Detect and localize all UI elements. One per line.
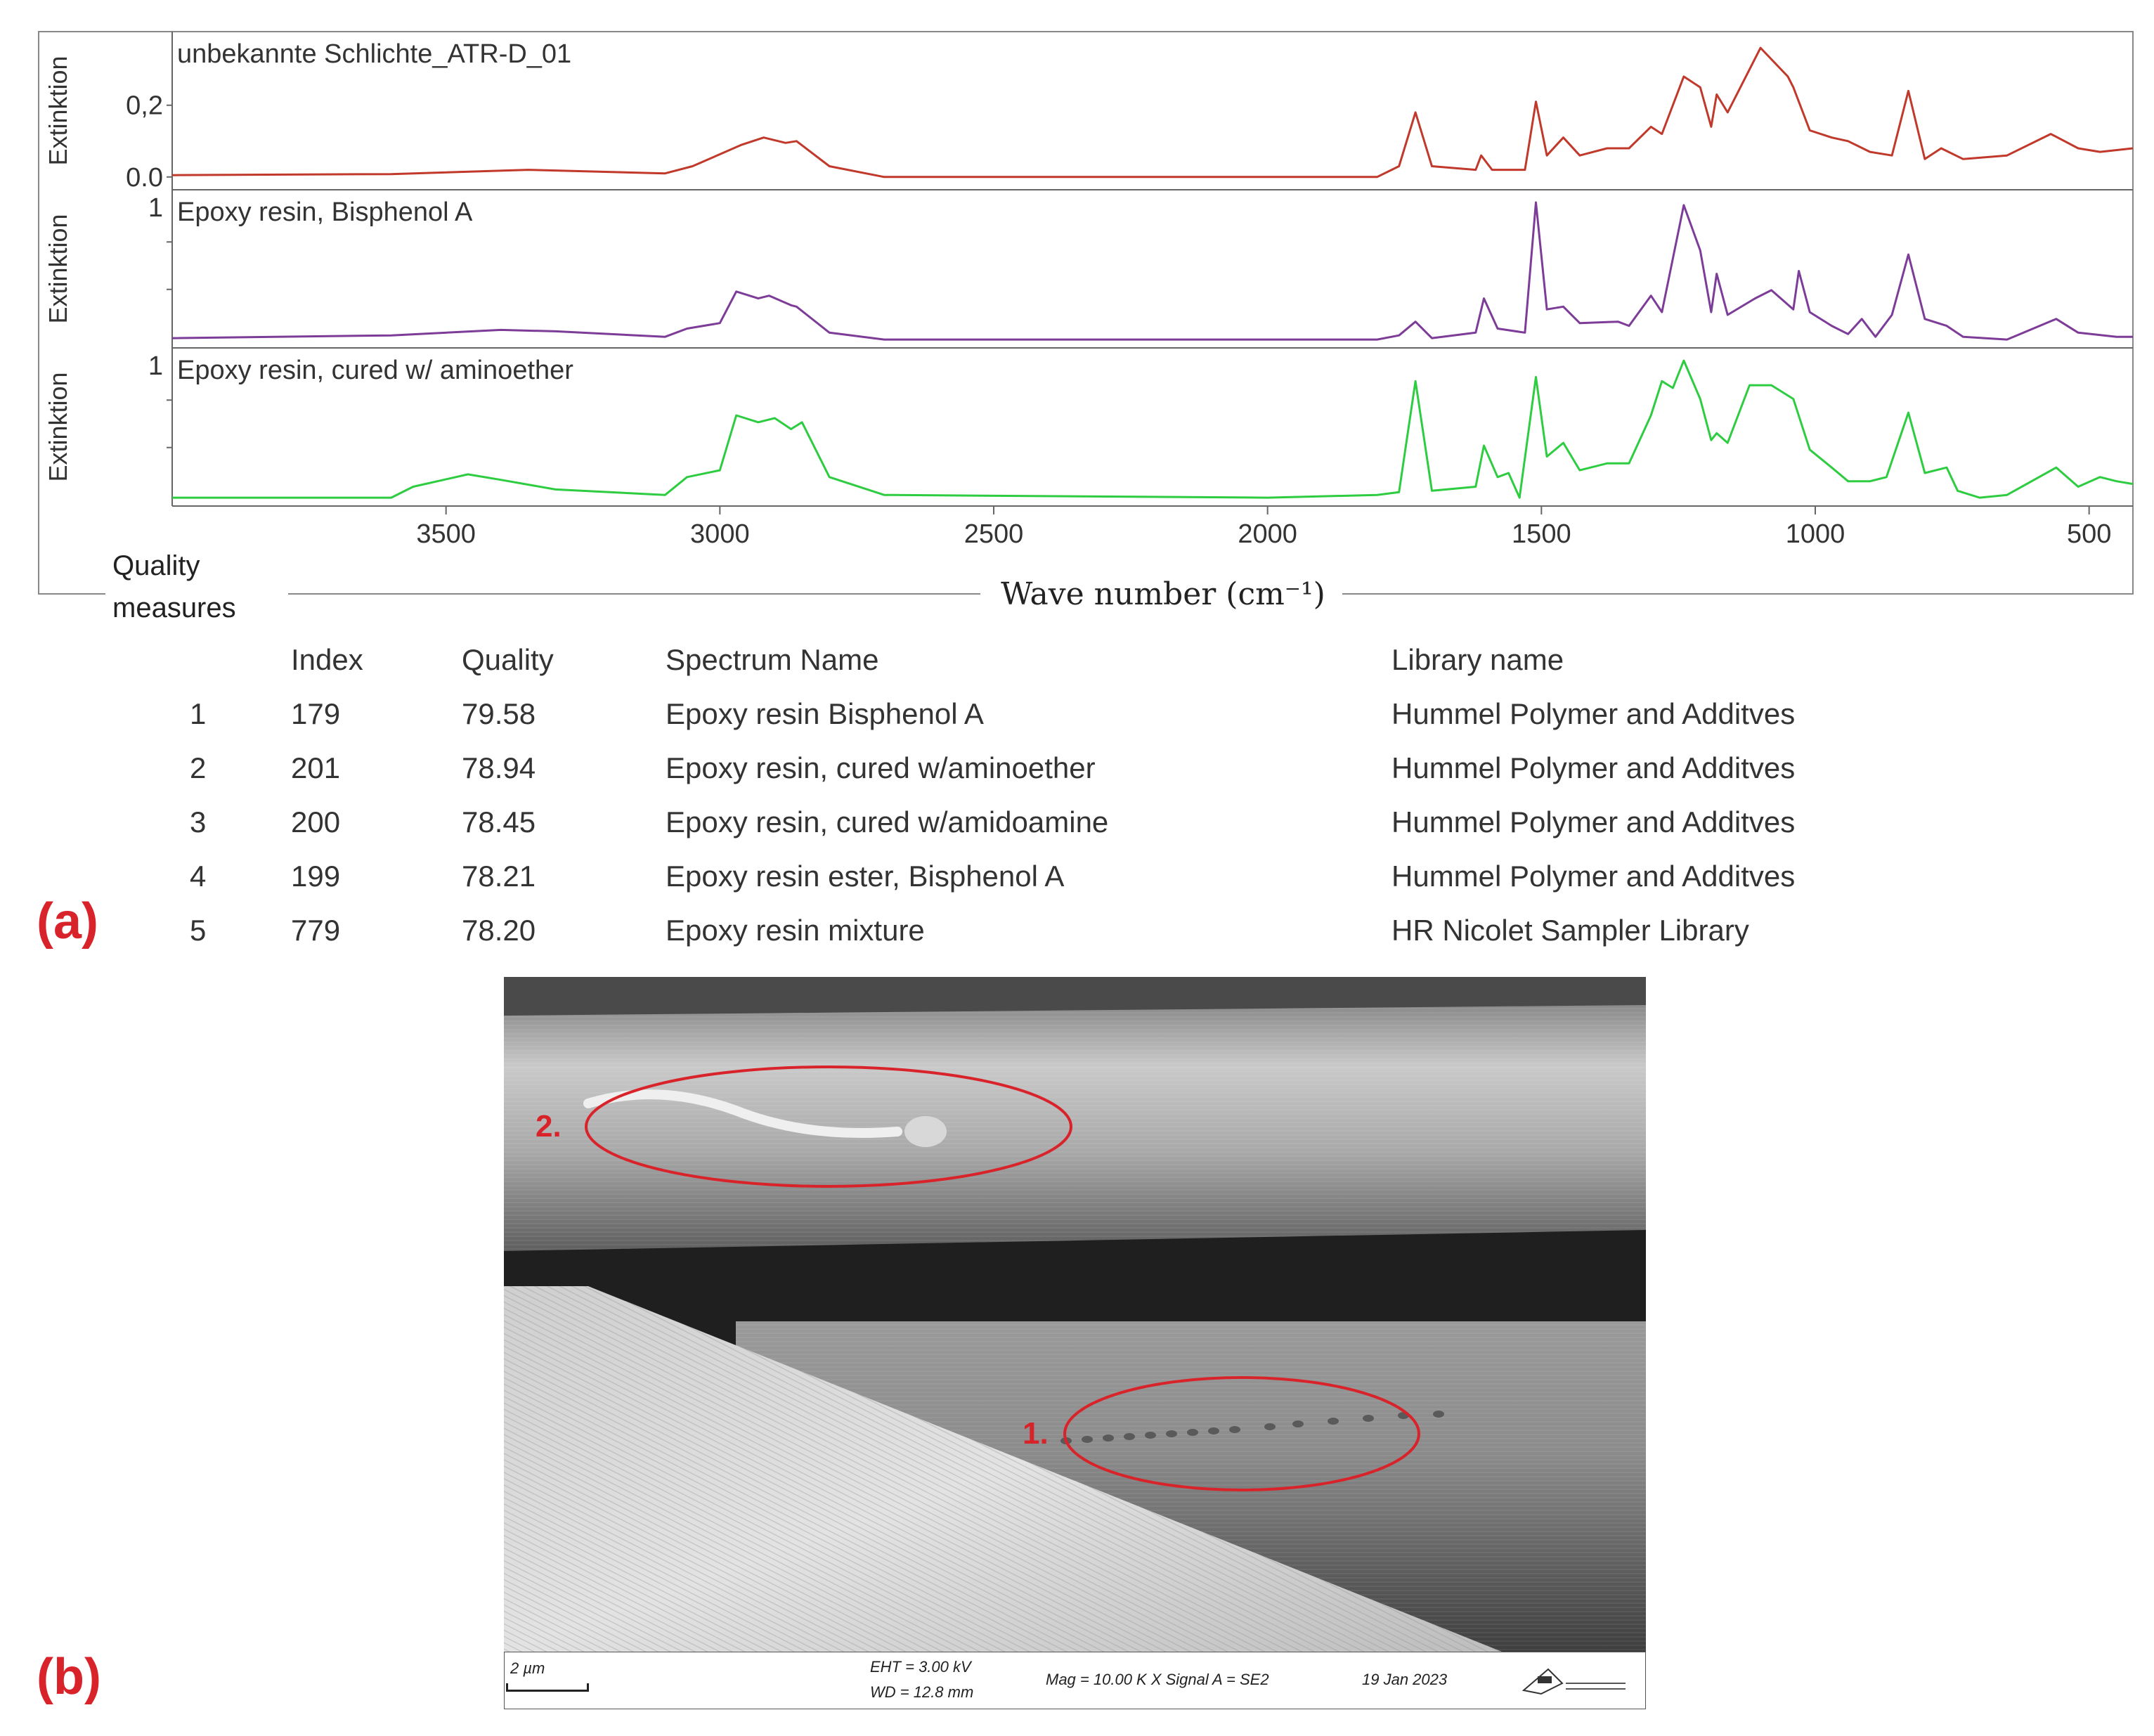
table-header-cell: Spectrum Name <box>666 642 879 676</box>
table-cell: 78.20 <box>462 913 536 947</box>
table-cell: 2 <box>190 751 207 784</box>
date-label: 19 Jan 2023 <box>1362 1671 1448 1688</box>
table-row: 2 201 78.94 Epoxy resin, cured w/aminoet… <box>190 741 1954 795</box>
y-tick-label: 1 <box>148 351 163 381</box>
panel-label-a: (a) <box>37 893 98 950</box>
table-cell: 78.45 <box>462 805 536 838</box>
annotation-ellipse-1 <box>1063 1376 1420 1491</box>
x-tick-label: 500 <box>2067 519 2111 549</box>
table-cell: 5 <box>190 913 207 947</box>
x-tick-label: 3500 <box>416 519 476 549</box>
wd-label: WD = 12.8 mm <box>870 1683 974 1701</box>
institute-logo-icon <box>1520 1662 1633 1697</box>
y-axis-label-3: Extinktion <box>44 372 72 481</box>
table-row: 1 179 79.58 Epoxy resin Bisphenol A Humm… <box>190 687 1954 741</box>
y-axis-label-2: Extinktion <box>44 214 72 323</box>
annotation-label-2: 2. <box>536 1109 562 1144</box>
table-cell: 200 <box>291 805 341 838</box>
table-cell: HR Nicolet Sampler Library <box>1391 913 1749 947</box>
quality-measures-label: Quality measures <box>105 545 281 629</box>
table-cell: Epoxy resin mixture <box>666 913 925 947</box>
table-row: 4 199 78.21 Epoxy resin ester, Bisphenol… <box>190 849 1954 903</box>
table-header-row: Index Quality Spectrum Name Library name <box>190 633 1954 687</box>
panel-title-3: Epoxy resin, cured w/ aminoether <box>177 356 573 385</box>
table-cell: Epoxy resin Bisphenol A <box>666 697 984 730</box>
x-tick-label: 2000 <box>1238 519 1297 549</box>
x-tick-label: 2500 <box>964 519 1024 549</box>
library-search-results-table: Index Quality Spectrum Name Library name… <box>190 633 1954 957</box>
panel-title-2: Epoxy resin, Bisphenol A <box>177 197 473 227</box>
magnification-label: Mag = 10.00 K X Signal A = SE2 <box>1046 1671 1269 1688</box>
table-cell: Epoxy resin ester, Bisphenol A <box>666 859 1065 893</box>
x-tick-label: 3000 <box>690 519 750 549</box>
scale-bar-label: 2 µm <box>510 1659 545 1677</box>
annotation-label-1: 1. <box>1023 1416 1049 1451</box>
panel-label-b: (b) <box>37 1649 101 1705</box>
table-cell: 201 <box>291 751 341 784</box>
table-cell: 1 <box>190 697 207 730</box>
y-tick-label: 0,2 <box>126 91 163 121</box>
x-axis-label: Wave number (cm⁻¹) <box>1001 576 1325 612</box>
x-tick-label: 1000 <box>1786 519 1845 549</box>
panel-title-1: unbekannte Schlichte_ATR-D_01 <box>177 39 571 69</box>
table-cell: Hummel Polymer and Additves <box>1391 697 1796 730</box>
table-cell: 199 <box>291 859 341 893</box>
table-cell: 4 <box>190 859 207 893</box>
sem-micrograph <box>504 977 1646 1652</box>
table-cell: Hummel Polymer and Additves <box>1391 859 1796 893</box>
table-header-cell: Library name <box>1391 642 1564 676</box>
spectrum-line-2 <box>171 201 2133 341</box>
table-header-cell: Index <box>291 642 363 676</box>
table-cell: Hummel Polymer and Additves <box>1391 805 1796 838</box>
table-cell: Hummel Polymer and Additves <box>1391 751 1796 784</box>
table-cell: Epoxy resin, cured w/amidoamine <box>666 805 1109 838</box>
spectrum-line-1 <box>171 46 2134 179</box>
table-cell: 179 <box>291 697 341 730</box>
table-cell: 779 <box>291 913 341 947</box>
sem-info-bar: 2 µm EHT = 3.00 kV WD = 12.8 mm Mag = 10… <box>504 1652 1646 1709</box>
table-cell: 3 <box>190 805 207 838</box>
y-tick-label: 1 <box>148 193 163 223</box>
ftir-spectra-chart: unbekannte Schlichte_ATR-D_01 Extinktion 0… <box>38 31 2134 618</box>
table-cell: 78.21 <box>462 859 536 893</box>
y-tick-label: 0.0 <box>126 163 163 193</box>
table-header-cell: Quality <box>462 642 554 676</box>
y-axis-label-1: Extinktion <box>44 56 72 165</box>
table-cell: Epoxy resin, cured w/aminoether <box>666 751 1096 784</box>
spectrum-line-3 <box>172 359 2134 499</box>
x-tick-label: 1500 <box>1512 519 1571 549</box>
table-row: 3 200 78.45 Epoxy resin, cured w/amidoam… <box>190 795 1954 849</box>
eht-label: EHT = 3.00 kV <box>870 1658 971 1676</box>
table-cell: 79.58 <box>462 697 536 730</box>
table-cell: 78.94 <box>462 751 536 784</box>
scale-bar <box>506 1683 589 1692</box>
annotation-ellipse-2 <box>585 1065 1072 1188</box>
table-row: 5 779 78.20 Epoxy resin mixture HR Nicol… <box>190 903 1954 957</box>
table-header-cell <box>190 633 291 687</box>
